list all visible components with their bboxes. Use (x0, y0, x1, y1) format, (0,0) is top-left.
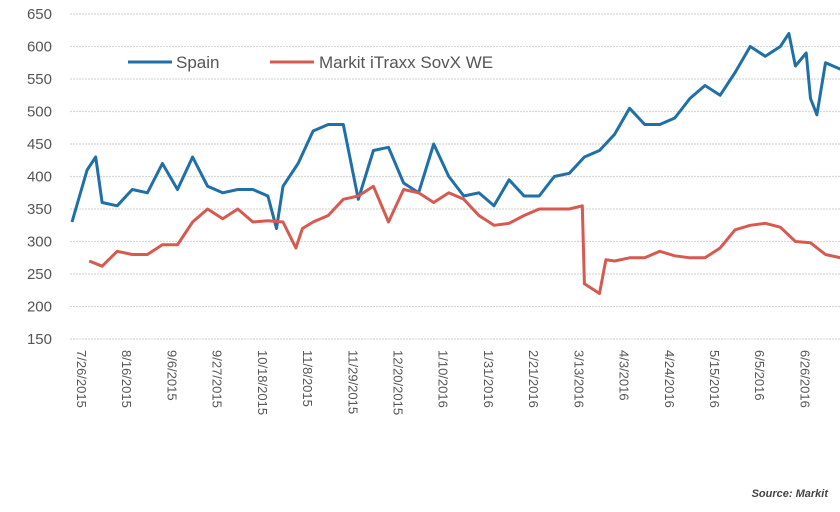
x-tick-label: 6/26/2016 (797, 350, 812, 408)
x-tick-label: 5/15/2016 (707, 350, 722, 408)
y-tick-label: 550 (27, 71, 52, 88)
x-tick-label: 12/20/2015 (390, 350, 405, 415)
legend: Spain Markit iTraxx SovX WE (128, 53, 493, 72)
x-tick-label: 4/24/2016 (662, 350, 677, 408)
y-tick-label: 500 (27, 104, 52, 121)
y-tick-label: 350 (27, 201, 52, 218)
x-tick-label: 7/26/2015 (74, 350, 89, 408)
x-tick-label: 1/10/2016 (436, 350, 451, 408)
x-tick-label: 4/3/2016 (617, 350, 632, 401)
y-tick-label: 650 (27, 6, 52, 23)
series-lines (70, 32, 840, 295)
y-tick-label: 150 (27, 331, 52, 348)
x-tick-label: 11/8/2015 (300, 350, 315, 407)
legend-label-spain: Spain (176, 53, 219, 72)
y-tick-label: 200 (27, 299, 52, 316)
y-tick-label: 400 (27, 169, 52, 186)
x-tick-label: 10/18/2015 (255, 350, 270, 415)
y-tick-label: 250 (27, 266, 52, 283)
series-line-spain (70, 32, 840, 230)
y-tick-label: 300 (27, 234, 52, 251)
series-line-markit-itraxx-sovx-we (88, 184, 840, 295)
x-tick-label: 11/29/2015 (345, 350, 360, 414)
gridlines (70, 13, 840, 340)
x-axis-ticks: 7/26/2015 8/16/2015 9/6/2015 9/27/2015 10/18… (74, 350, 812, 415)
x-tick-label: 9/27/2015 (210, 350, 225, 408)
x-tick-label: 6/5/2016 (752, 350, 767, 401)
source-note: Source: Markit (752, 488, 830, 500)
y-tick-label: 450 (27, 136, 52, 153)
y-tick-label: 600 (27, 39, 52, 56)
x-tick-label: 3/13/2016 (571, 350, 586, 408)
legend-label-markit: Markit iTraxx SovX WE (319, 53, 493, 72)
x-tick-label: 9/6/2015 (164, 350, 179, 401)
x-tick-label: 1/31/2016 (481, 350, 496, 408)
y-axis-ticks: 150 200 250 300 350 400 450 500 550 600 650 (27, 6, 52, 348)
x-tick-label: 8/16/2015 (119, 350, 134, 408)
x-tick-label: 2/21/2016 (526, 350, 541, 408)
